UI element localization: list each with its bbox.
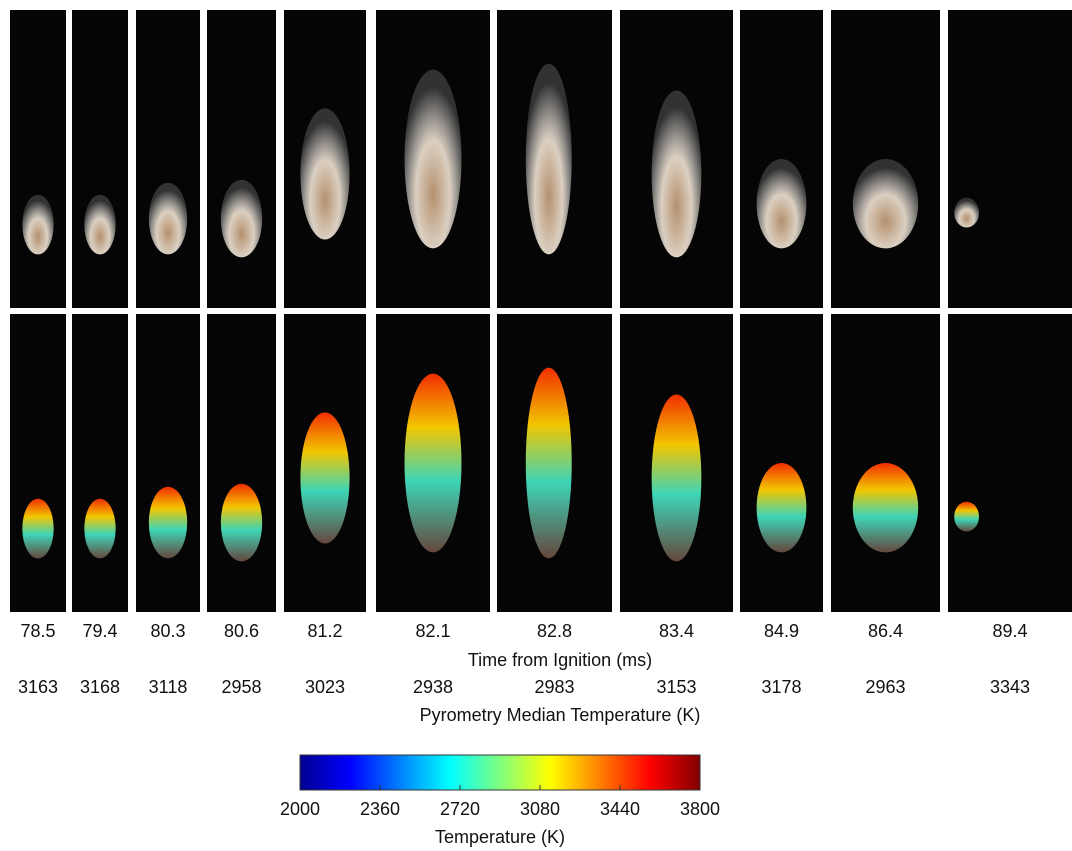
temperature-map xyxy=(405,374,462,553)
image-panel xyxy=(831,314,940,612)
colorbar-tick-label: 2360 xyxy=(360,799,400,819)
colorbar-tick-label: 2720 xyxy=(440,799,480,819)
image-panel xyxy=(10,314,66,612)
temperature-label: 3023 xyxy=(305,677,345,697)
temperature-map xyxy=(954,502,979,532)
image-panel xyxy=(10,10,66,308)
time-label: 86.4 xyxy=(868,621,903,641)
flame xyxy=(84,195,115,255)
time-label: 81.2 xyxy=(307,621,342,641)
image-panel xyxy=(207,10,276,308)
image-panel xyxy=(136,10,200,308)
time-label: 83.4 xyxy=(659,621,694,641)
temperature-label: 2938 xyxy=(413,677,453,697)
colorbar-label: Temperature (K) xyxy=(435,827,565,847)
time-label: 89.4 xyxy=(992,621,1027,641)
colorbar xyxy=(300,755,700,790)
image-panel xyxy=(740,314,823,612)
image-panel xyxy=(72,10,128,308)
temperature-map xyxy=(526,368,572,559)
colorbar-tick-label: 3440 xyxy=(600,799,640,819)
time-label: 80.3 xyxy=(150,621,185,641)
temperature-map xyxy=(853,463,918,552)
flame xyxy=(954,198,979,228)
image-panel xyxy=(207,314,276,612)
time-label: 79.4 xyxy=(82,621,117,641)
colorbar-tick-label: 3080 xyxy=(520,799,560,819)
flame xyxy=(22,195,53,255)
figure: 78.5 3163 79.4 3168 80.3 3118 80.6 2958 81.2 3023… xyxy=(0,0,1072,851)
time-label: 84.9 xyxy=(764,621,799,641)
temperature-map xyxy=(84,499,115,559)
colorbar-tick-label: 2000 xyxy=(280,799,320,819)
temperature-map xyxy=(300,412,349,543)
temperature-label: 3168 xyxy=(80,677,120,697)
image-panel xyxy=(136,314,200,612)
image-panel xyxy=(72,314,128,612)
temperature-label: 2983 xyxy=(534,677,574,697)
image-panels xyxy=(10,10,1072,612)
flame xyxy=(757,159,807,248)
time-axis-label: Time from Ignition (ms) xyxy=(468,650,652,670)
time-label: 80.6 xyxy=(224,621,259,641)
temperature-label: 2958 xyxy=(221,677,261,697)
flame xyxy=(221,180,262,257)
time-label: 82.8 xyxy=(537,621,572,641)
time-label: 78.5 xyxy=(20,621,55,641)
temperature-label: 3118 xyxy=(149,677,188,697)
temperature-axis-label: Pyrometry Median Temperature (K) xyxy=(420,705,701,725)
temperature-label: 3178 xyxy=(761,677,801,697)
temperature-map xyxy=(149,487,187,559)
flame xyxy=(149,183,187,255)
temperature-map xyxy=(22,499,53,559)
colorbar-tick-label: 3800 xyxy=(680,799,720,819)
image-panel xyxy=(948,314,1072,612)
time-label: 82.1 xyxy=(415,621,450,641)
flame xyxy=(300,108,349,239)
temperature-label: 3163 xyxy=(18,677,58,697)
temperature-label: 2963 xyxy=(865,677,905,697)
temperature-map xyxy=(221,484,262,561)
temperature-label: 3153 xyxy=(656,677,696,697)
flame xyxy=(405,70,462,249)
temperature-label: 3343 xyxy=(990,677,1030,697)
temperature-map xyxy=(652,394,702,561)
image-panel xyxy=(948,10,1072,308)
temperature-map xyxy=(757,463,807,552)
flame xyxy=(526,64,572,255)
flame xyxy=(853,159,918,248)
flame xyxy=(652,90,702,257)
